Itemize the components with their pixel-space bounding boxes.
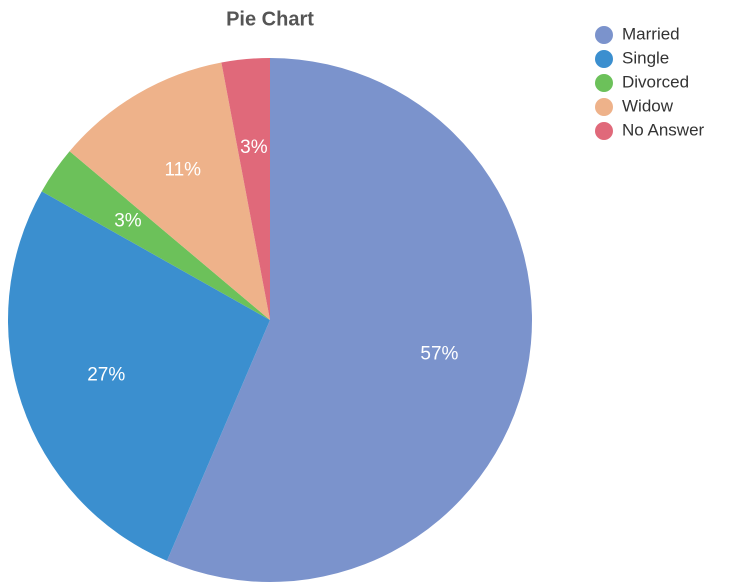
legend-swatch: [595, 50, 613, 68]
legend-swatch: [595, 26, 613, 44]
legend-label: Married: [622, 24, 680, 43]
pie-slice: [166, 58, 532, 582]
legend-label: No Answer: [622, 120, 705, 139]
legend-label: Divorced: [622, 72, 689, 91]
legend-swatch: [595, 122, 613, 140]
slice-label: 3%: [240, 137, 268, 158]
slice-label: 27%: [87, 364, 125, 385]
pie-slice: [69, 62, 270, 321]
slice-label: 11%: [164, 160, 201, 181]
legend-label: Single: [622, 48, 669, 67]
pie-slice: [221, 58, 270, 320]
pie-slice: [7, 191, 271, 561]
slice-label: 3%: [114, 210, 142, 231]
legend-label: Widow: [622, 96, 674, 115]
pie-slice: [41, 151, 271, 320]
legend-swatch: [595, 98, 613, 116]
legend-swatch: [595, 74, 613, 92]
slice-label: 57%: [420, 344, 458, 365]
chart-title: Pie Chart: [226, 8, 314, 30]
